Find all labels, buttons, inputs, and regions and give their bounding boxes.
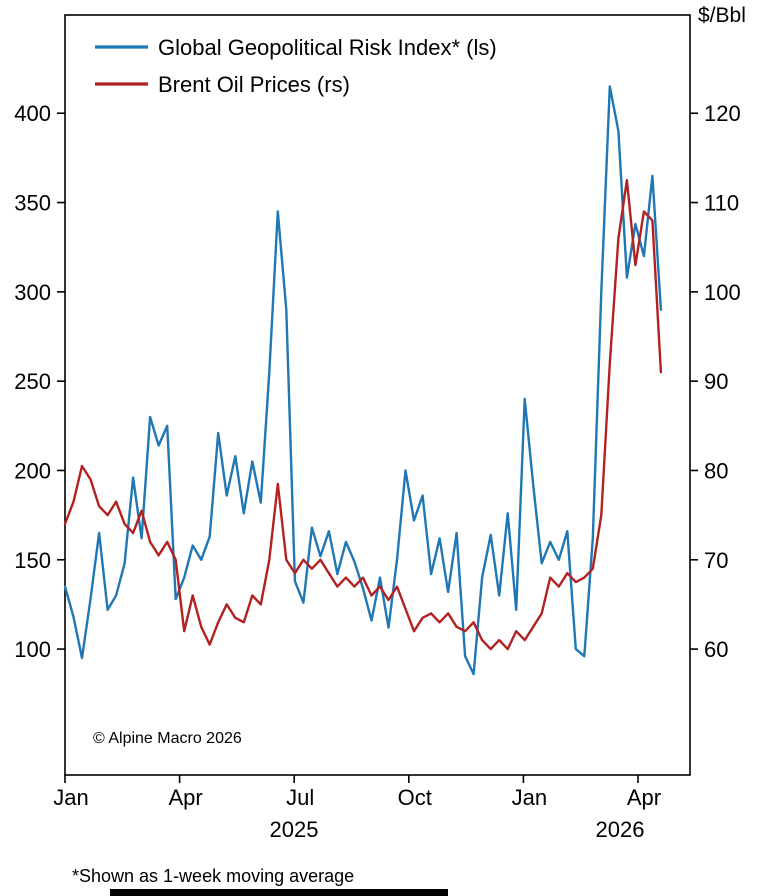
footnote: *Shown as 1-week moving average	[72, 866, 354, 886]
legend-label-gpr: Global Geopolitical Risk Index* (ls)	[158, 35, 497, 60]
series-line-brent	[63, 178, 663, 651]
plot-border	[64, 14, 691, 776]
x-axis-tick-label: Apr	[627, 785, 661, 810]
left-axis-tick-label: 200	[14, 458, 51, 483]
left-axis-tick-label: 250	[14, 369, 51, 394]
left-axis-tick-label: 400	[14, 101, 51, 126]
right-axis-tick-label: 80	[704, 458, 728, 483]
right-axis-tick-label: 110	[704, 191, 739, 216]
legend-label-brent: Brent Oil Prices (rs)	[158, 72, 350, 97]
x-axis-tick-label: Oct	[398, 785, 432, 810]
right-axis-tick-label: 70	[704, 548, 728, 573]
x-axis-tick-label: Apr	[168, 785, 202, 810]
right-axis-tick-label: 120	[704, 101, 741, 126]
series-line-gpr	[63, 85, 663, 676]
left-axis-tick-label: 350	[14, 191, 51, 216]
watermark: © Alpine Macro 2026	[93, 730, 242, 747]
left-axis-tick-label: 100	[14, 637, 51, 662]
x-axis-tick-label: Jan	[53, 785, 88, 810]
left-axis-tick-label: 150	[14, 548, 51, 573]
right-axis-unit-label: $/Bbl	[698, 4, 746, 27]
x-axis-tick-label: Jul	[286, 785, 314, 810]
right-axis-tick-label: 90	[704, 369, 728, 394]
axis-ticks: 400 350 300 250 200 150 100 120 110 100 90 80 70 60 Ja…	[14, 101, 740, 810]
left-axis-tick-label: 300	[14, 280, 51, 305]
series-lines	[63, 85, 663, 676]
year-label-2026: 2026	[596, 817, 645, 842]
right-axis-tick-label: 100	[704, 280, 741, 305]
legend: Global Geopolitical Risk Index* (ls) Bre…	[95, 35, 497, 97]
year-label-2025: 2025	[270, 817, 319, 842]
x-axis-tick-label: Jan	[512, 785, 547, 810]
bottom-bar	[110, 889, 448, 896]
right-axis-tick-label: 60	[704, 637, 728, 662]
